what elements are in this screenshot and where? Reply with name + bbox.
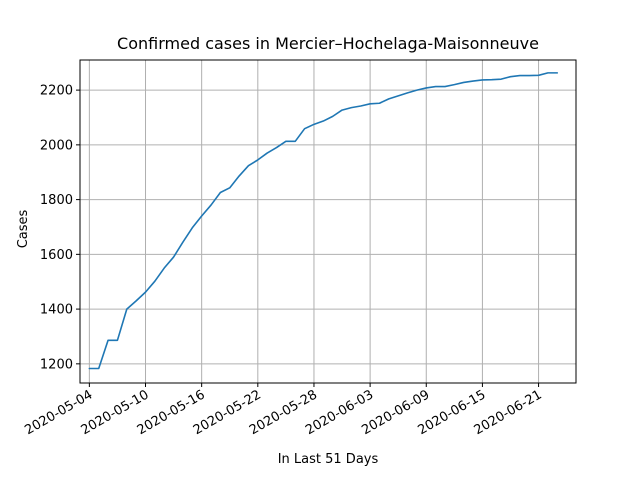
grid-lines [80,60,576,383]
y-tick-label: 2000 [40,138,73,153]
y-tick-label: 1400 [40,303,73,318]
x-axis-label: In Last 51 Days [278,452,379,467]
y-tick-label: 1200 [40,357,73,372]
cases-series-line [88,72,559,370]
y-tick-label: 1600 [40,248,73,263]
plot-frame [79,59,577,384]
y-axis-label: Cases [16,209,31,248]
chart-title: Confirmed cases in Mercier–Hochelaga-Mai… [117,34,539,53]
y-axis-ticks: 1200 1400 1600 1800 2000 2200 [40,84,80,372]
y-tick-label: 1800 [40,193,73,208]
y-tick-label: 2200 [40,84,73,99]
series-layer [88,72,559,370]
